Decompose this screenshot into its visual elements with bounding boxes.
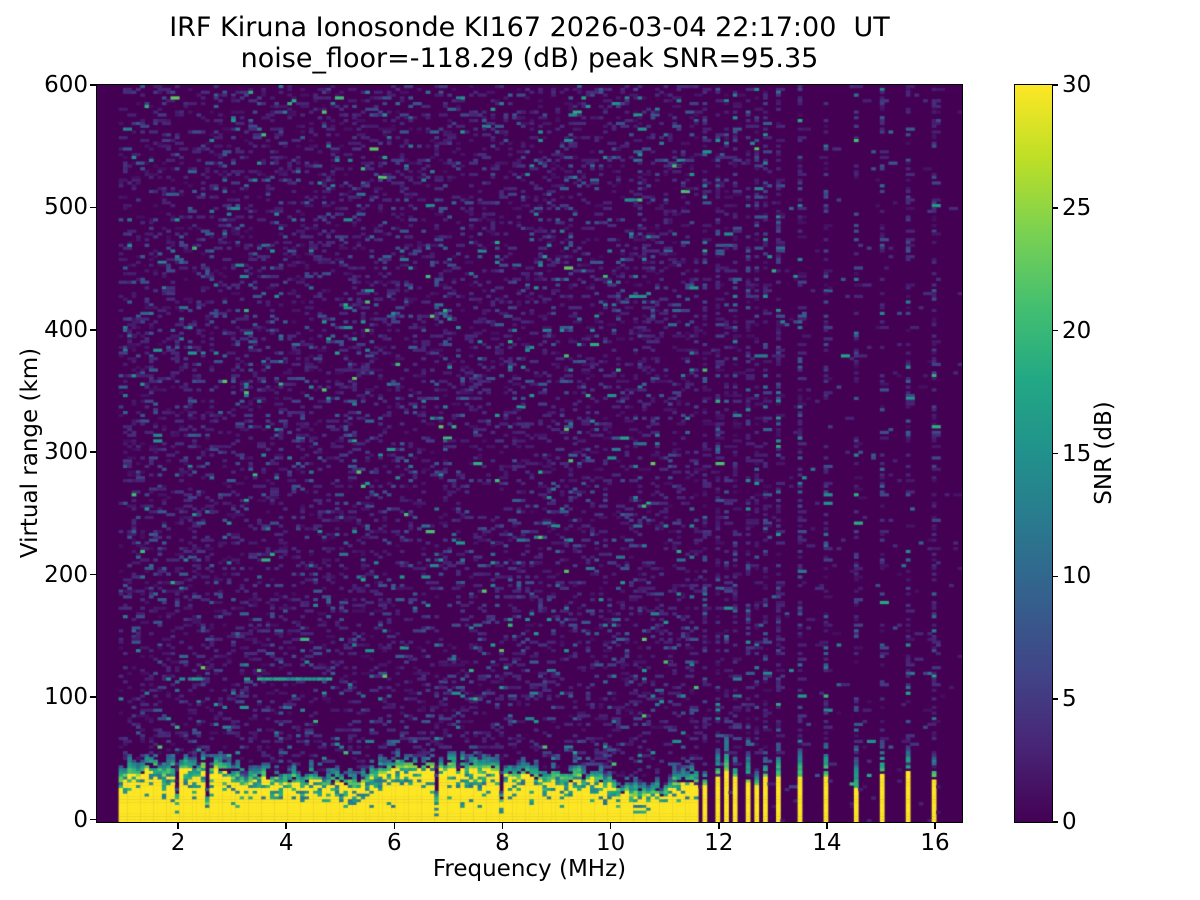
y-tick-label: 600 bbox=[44, 72, 88, 98]
x-tick-mark bbox=[609, 823, 612, 829]
colorbar-tick-mark bbox=[1053, 84, 1058, 86]
colorbar-gradient bbox=[1015, 85, 1052, 822]
y-tick-label: 200 bbox=[44, 561, 88, 588]
ionogram-canvas bbox=[97, 85, 962, 822]
plot-area bbox=[96, 84, 963, 823]
y-tick-label: 0 bbox=[73, 806, 88, 833]
x-tick-label: 4 bbox=[278, 830, 294, 856]
colorbar-tick-label: 25 bbox=[1062, 194, 1092, 221]
x-tick-label: 10 bbox=[595, 830, 626, 856]
chart-subtitle: noise_floor=-118.29 (dB) peak SNR=95.35 bbox=[240, 43, 819, 74]
colorbar-tick-label: 10 bbox=[1062, 563, 1092, 590]
x-tick-mark bbox=[501, 823, 504, 829]
x-tick-label: 12 bbox=[704, 830, 734, 856]
y-tick-label: 300 bbox=[44, 439, 88, 466]
y-tick-mark bbox=[90, 573, 96, 576]
y-tick-mark bbox=[90, 329, 96, 331]
chart-title: IRF Kiruna Ionosonde KI167 2026-03-04 22… bbox=[169, 12, 890, 43]
y-tick-mark bbox=[90, 818, 96, 821]
colorbar-tick-mark bbox=[1053, 698, 1058, 700]
x-tick-mark bbox=[177, 823, 179, 829]
y-tick-label: 500 bbox=[44, 194, 88, 221]
y-tick-mark bbox=[90, 84, 96, 86]
x-tick-mark bbox=[934, 823, 936, 829]
y-tick-mark bbox=[90, 206, 96, 209]
colorbar-label: SNR (dB) bbox=[1091, 401, 1117, 505]
x-tick-mark bbox=[393, 823, 396, 829]
y-tick-label: 100 bbox=[44, 684, 88, 711]
colorbar-tick-mark bbox=[1053, 329, 1058, 332]
colorbar-tick-label: 30 bbox=[1062, 72, 1092, 98]
colorbar-tick-mark bbox=[1053, 207, 1058, 209]
y-tick-mark bbox=[90, 451, 96, 454]
colorbar-tick-mark bbox=[1053, 452, 1058, 455]
colorbar-tick-label: 5 bbox=[1062, 686, 1077, 713]
colorbar-tick-mark bbox=[1053, 575, 1058, 578]
x-axis-label: Frequency (MHz) bbox=[432, 856, 627, 882]
x-tick-mark bbox=[717, 823, 720, 829]
y-tick-mark bbox=[90, 696, 96, 698]
x-tick-mark bbox=[285, 823, 287, 829]
y-tick-label: 400 bbox=[44, 316, 88, 343]
colorbar-tick-label: 15 bbox=[1062, 440, 1092, 467]
colorbar-tick-label: 20 bbox=[1062, 317, 1092, 344]
colorbar bbox=[1014, 84, 1053, 823]
colorbar-tick-mark bbox=[1053, 821, 1058, 823]
x-tick-label: 8 bbox=[495, 830, 510, 856]
x-tick-label: 2 bbox=[170, 830, 186, 856]
x-tick-label: 6 bbox=[387, 830, 402, 856]
colorbar-tick-label: 0 bbox=[1062, 809, 1077, 835]
x-tick-label: 14 bbox=[812, 830, 842, 856]
x-tick-label: 16 bbox=[920, 830, 950, 856]
x-tick-mark bbox=[826, 823, 828, 829]
